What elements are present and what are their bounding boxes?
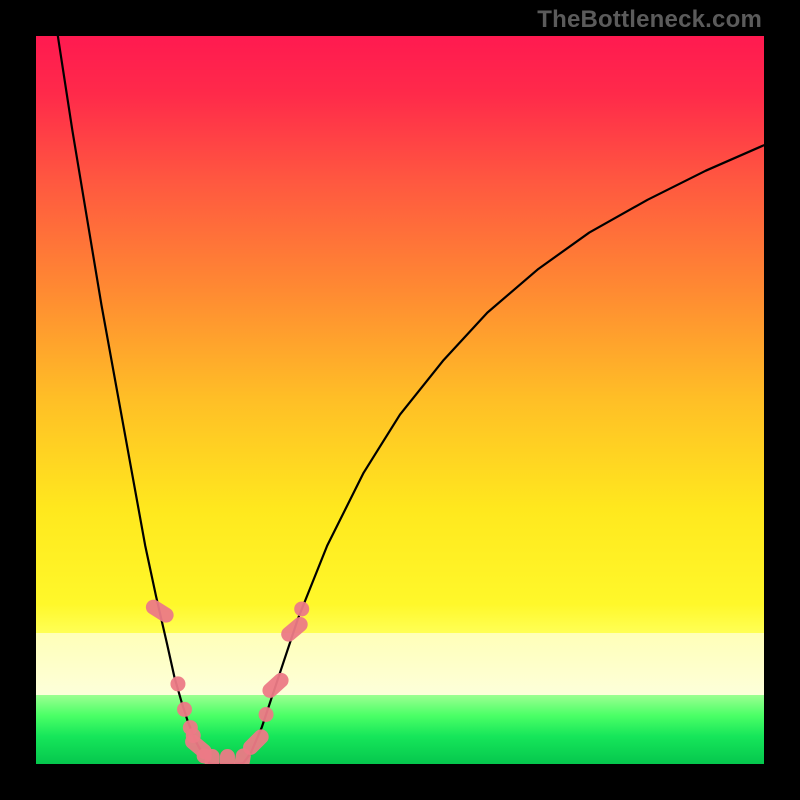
data-marker (205, 749, 220, 764)
data-marker (143, 597, 176, 626)
data-marker (177, 702, 192, 717)
data-marker (294, 601, 309, 616)
plot-area (36, 36, 764, 764)
chart-root: TheBottleneck.com (0, 0, 800, 800)
data-marker (259, 670, 291, 701)
curve-layer (36, 36, 764, 764)
bottleneck-curve (58, 36, 764, 764)
data-marker (220, 749, 235, 764)
data-marker (170, 676, 185, 691)
data-marker (278, 614, 311, 645)
data-marker (259, 707, 274, 722)
watermark-text: TheBottleneck.com (537, 6, 762, 34)
